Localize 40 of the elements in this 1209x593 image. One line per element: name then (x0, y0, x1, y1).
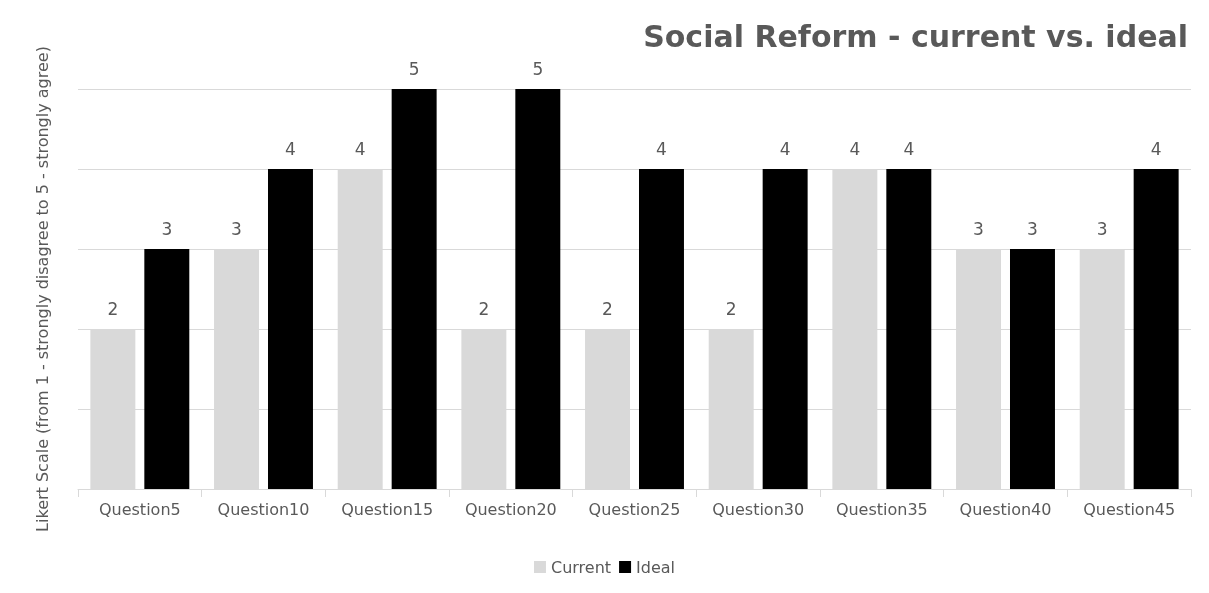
x-tick-label: Question35 (835, 499, 928, 519)
x-tick-label: Question20 (464, 499, 557, 519)
data-label: 2 (107, 298, 119, 319)
data-label: 3 (161, 218, 173, 239)
bar (515, 89, 561, 489)
bar (1133, 169, 1179, 489)
x-tick-label: Question40 (959, 499, 1052, 519)
legend-label: Current (550, 557, 612, 577)
data-label: 3 (1096, 218, 1108, 239)
data-label: 3 (1027, 218, 1038, 239)
data-label: 5 (408, 58, 420, 79)
data-label: 2 (478, 298, 490, 319)
bar (144, 249, 190, 489)
x-tick-label: Question5 (98, 499, 181, 519)
bar (391, 89, 437, 489)
chart-title: Social Reform - current vs. ideal (643, 18, 1189, 54)
bar (762, 169, 808, 489)
data-label: 4 (354, 138, 366, 159)
y-axis-title: Likert Scale (from 1 - strongly disagree to 5 - strongly agree) (32, 46, 52, 532)
x-tick-label: Question45 (1083, 499, 1176, 519)
data-label: 4 (779, 138, 791, 159)
data-label: 4 (903, 138, 915, 159)
data-label: 2 (602, 298, 613, 319)
data-label: 2 (725, 298, 737, 319)
data-label: 4 (285, 138, 296, 159)
bar (639, 169, 684, 489)
data-label: 3 (973, 218, 984, 239)
data-label: 4 (1150, 138, 1162, 159)
x-tick-label: Question25 (588, 499, 681, 519)
x-tick-label: Question10 (217, 499, 310, 519)
x-tick-label: Question15 (341, 499, 434, 519)
data-label: 3 (231, 218, 242, 239)
data-label: 4 (849, 138, 861, 159)
bar (268, 169, 313, 489)
bar (886, 169, 932, 489)
legend-label: Ideal (636, 557, 676, 577)
data-label: 4 (656, 138, 667, 159)
data-label: 5 (532, 58, 544, 79)
x-tick-label: Question30 (712, 499, 805, 519)
bar (1010, 249, 1055, 489)
